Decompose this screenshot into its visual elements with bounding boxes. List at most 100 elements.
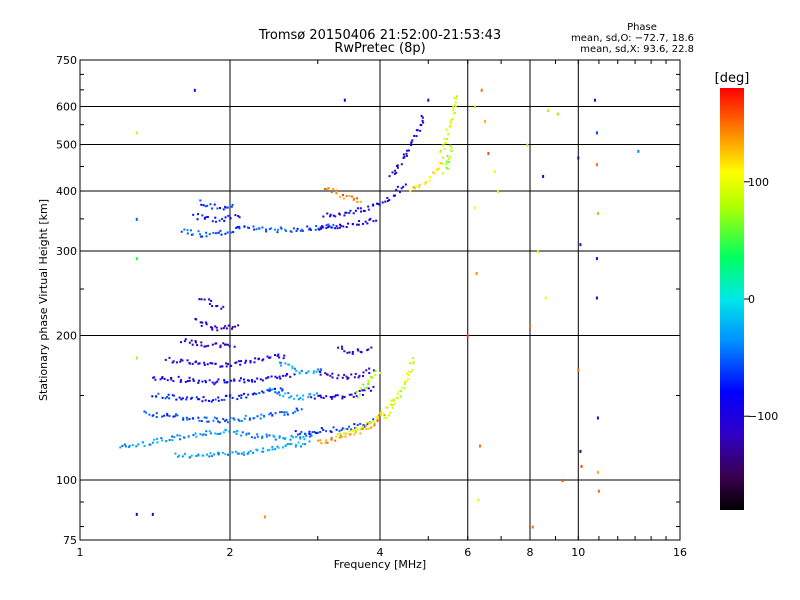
- data-point: [251, 380, 254, 383]
- data-point: [354, 427, 357, 430]
- data-point: [353, 433, 356, 436]
- data-point: [319, 373, 322, 376]
- data-point: [284, 228, 287, 231]
- data-point: [362, 424, 365, 427]
- y-tick-label: 400: [56, 185, 77, 198]
- data-point: [197, 362, 200, 365]
- data-point: [197, 381, 200, 384]
- data-point: [296, 394, 299, 397]
- data-point: [388, 199, 391, 202]
- data-point: [342, 225, 345, 228]
- data-point: [181, 359, 184, 362]
- data-point: [289, 443, 292, 446]
- data-point: [295, 230, 298, 233]
- data-point: [312, 372, 315, 375]
- data-point: [249, 450, 252, 453]
- data-point: [238, 420, 241, 423]
- data-point: [286, 413, 289, 416]
- data-point: [293, 373, 296, 376]
- data-point: [218, 452, 221, 455]
- data-point: [374, 373, 377, 376]
- data-point: [325, 373, 328, 376]
- data-point: [197, 230, 200, 233]
- data-point: [441, 162, 444, 165]
- data-point: [238, 227, 241, 230]
- data-point: [222, 305, 225, 308]
- data-point: [344, 435, 347, 438]
- data-point: [205, 430, 208, 433]
- data-point: [166, 379, 169, 382]
- data-point: [377, 202, 380, 205]
- data-point: [296, 433, 299, 436]
- data-point: [256, 377, 259, 380]
- data-point: [336, 377, 339, 380]
- data-point: [308, 440, 311, 443]
- data-point: [255, 228, 258, 231]
- data-point: [223, 379, 226, 382]
- data-point: [526, 143, 529, 147]
- data-point: [234, 325, 237, 328]
- data-point: [325, 224, 328, 227]
- data-point: [266, 376, 269, 379]
- data-point: [172, 394, 175, 397]
- data-point: [188, 341, 191, 344]
- y-tick-label: 200: [56, 330, 77, 343]
- data-point: [226, 421, 229, 424]
- data-point: [597, 489, 600, 493]
- data-point: [396, 392, 399, 395]
- data-point: [186, 229, 189, 232]
- data-point: [237, 452, 240, 455]
- data-point: [143, 410, 146, 413]
- data-point: [441, 144, 444, 147]
- data-point: [205, 231, 208, 234]
- data-point: [358, 374, 361, 377]
- data-point: [264, 228, 267, 231]
- data-point: [362, 383, 365, 386]
- data-point: [160, 437, 163, 440]
- data-point: [176, 434, 179, 437]
- data-point: [322, 397, 325, 400]
- data-point: [547, 109, 550, 113]
- data-point: [307, 370, 310, 373]
- data-point: [201, 400, 204, 403]
- data-point: [179, 438, 182, 441]
- data-point: [475, 271, 478, 275]
- data-point: [346, 351, 349, 354]
- data-point: [201, 214, 204, 217]
- data-point: [308, 227, 311, 230]
- data-point: [166, 414, 169, 417]
- data-point: [361, 427, 364, 430]
- data-point: [313, 397, 316, 400]
- data-point: [205, 215, 208, 218]
- colorbar-label: [deg]: [715, 71, 750, 86]
- data-point: [233, 378, 236, 381]
- data-point: [387, 414, 390, 417]
- data-point: [263, 415, 266, 418]
- data-point: [339, 195, 342, 198]
- stats-x-line: mean, sd,X: 93.6, 22.8: [580, 44, 694, 55]
- data-point: [420, 115, 423, 118]
- data-point: [295, 407, 298, 410]
- data-point: [342, 197, 345, 200]
- data-point: [155, 416, 158, 419]
- data-point: [201, 434, 204, 437]
- data-point: [211, 328, 214, 331]
- data-point: [280, 411, 283, 414]
- data-point: [444, 141, 447, 144]
- data-point: [177, 375, 180, 378]
- data-point: [208, 430, 211, 433]
- data-point: [354, 209, 357, 212]
- data-point: [421, 119, 424, 122]
- data-point: [235, 433, 238, 436]
- data-point: [255, 393, 258, 396]
- chart-subtitle: RwPretec (8p): [334, 41, 425, 56]
- data-point: [274, 412, 277, 415]
- data-point: [217, 399, 220, 402]
- data-point: [175, 398, 178, 401]
- data-point: [368, 427, 371, 430]
- y-tick-label: 75: [63, 534, 77, 547]
- data-point: [230, 231, 233, 234]
- data-point: [274, 354, 277, 357]
- data-point: [344, 432, 347, 435]
- data-point: [579, 243, 582, 247]
